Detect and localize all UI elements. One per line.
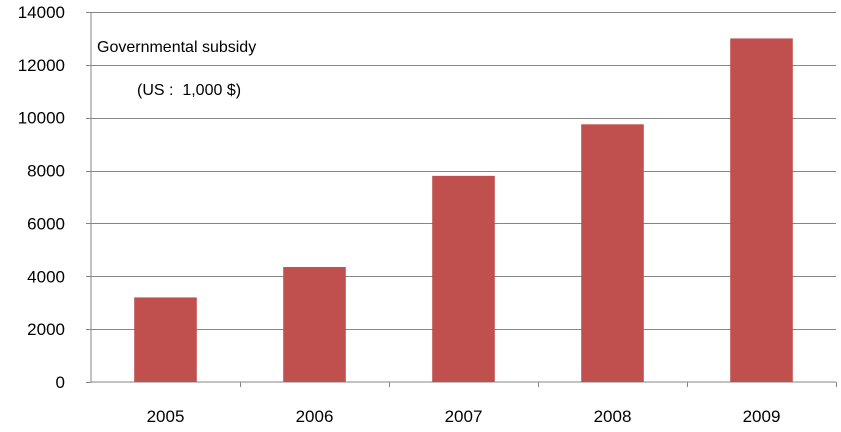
bar-2008 bbox=[581, 124, 644, 383]
chart-subtitle: (US : 1,000 $) bbox=[137, 82, 241, 99]
x-tick-label: 2008 bbox=[594, 407, 632, 426]
bars bbox=[134, 38, 793, 383]
bar-2006 bbox=[283, 267, 346, 382]
y-tick-label: 8000 bbox=[27, 162, 65, 181]
x-tick-label: 2009 bbox=[743, 407, 781, 426]
y-tick-label: 0 bbox=[56, 373, 65, 392]
chart-title: Governmental subsidy bbox=[97, 39, 256, 56]
y-tick-label: 14000 bbox=[18, 3, 65, 22]
x-tick-label: 2007 bbox=[445, 407, 483, 426]
y-tick-label: 6000 bbox=[27, 214, 65, 233]
bar-2007 bbox=[432, 175, 495, 382]
y-tick-label: 2000 bbox=[27, 320, 65, 339]
y-tick-labels: 0 2000 4000 6000 8000 10000 12000 14000 bbox=[18, 3, 65, 392]
x-tick-labels: 2005 2006 2007 2008 2009 bbox=[147, 407, 781, 426]
x-tick-label: 2005 bbox=[147, 407, 185, 426]
x-tick-label: 2006 bbox=[296, 407, 334, 426]
bar-2005 bbox=[134, 297, 197, 382]
y-tick-label: 12000 bbox=[18, 56, 65, 75]
bar-2009 bbox=[730, 38, 793, 383]
y-tick-label: 4000 bbox=[27, 267, 65, 286]
y-tick-label: 10000 bbox=[18, 109, 65, 128]
